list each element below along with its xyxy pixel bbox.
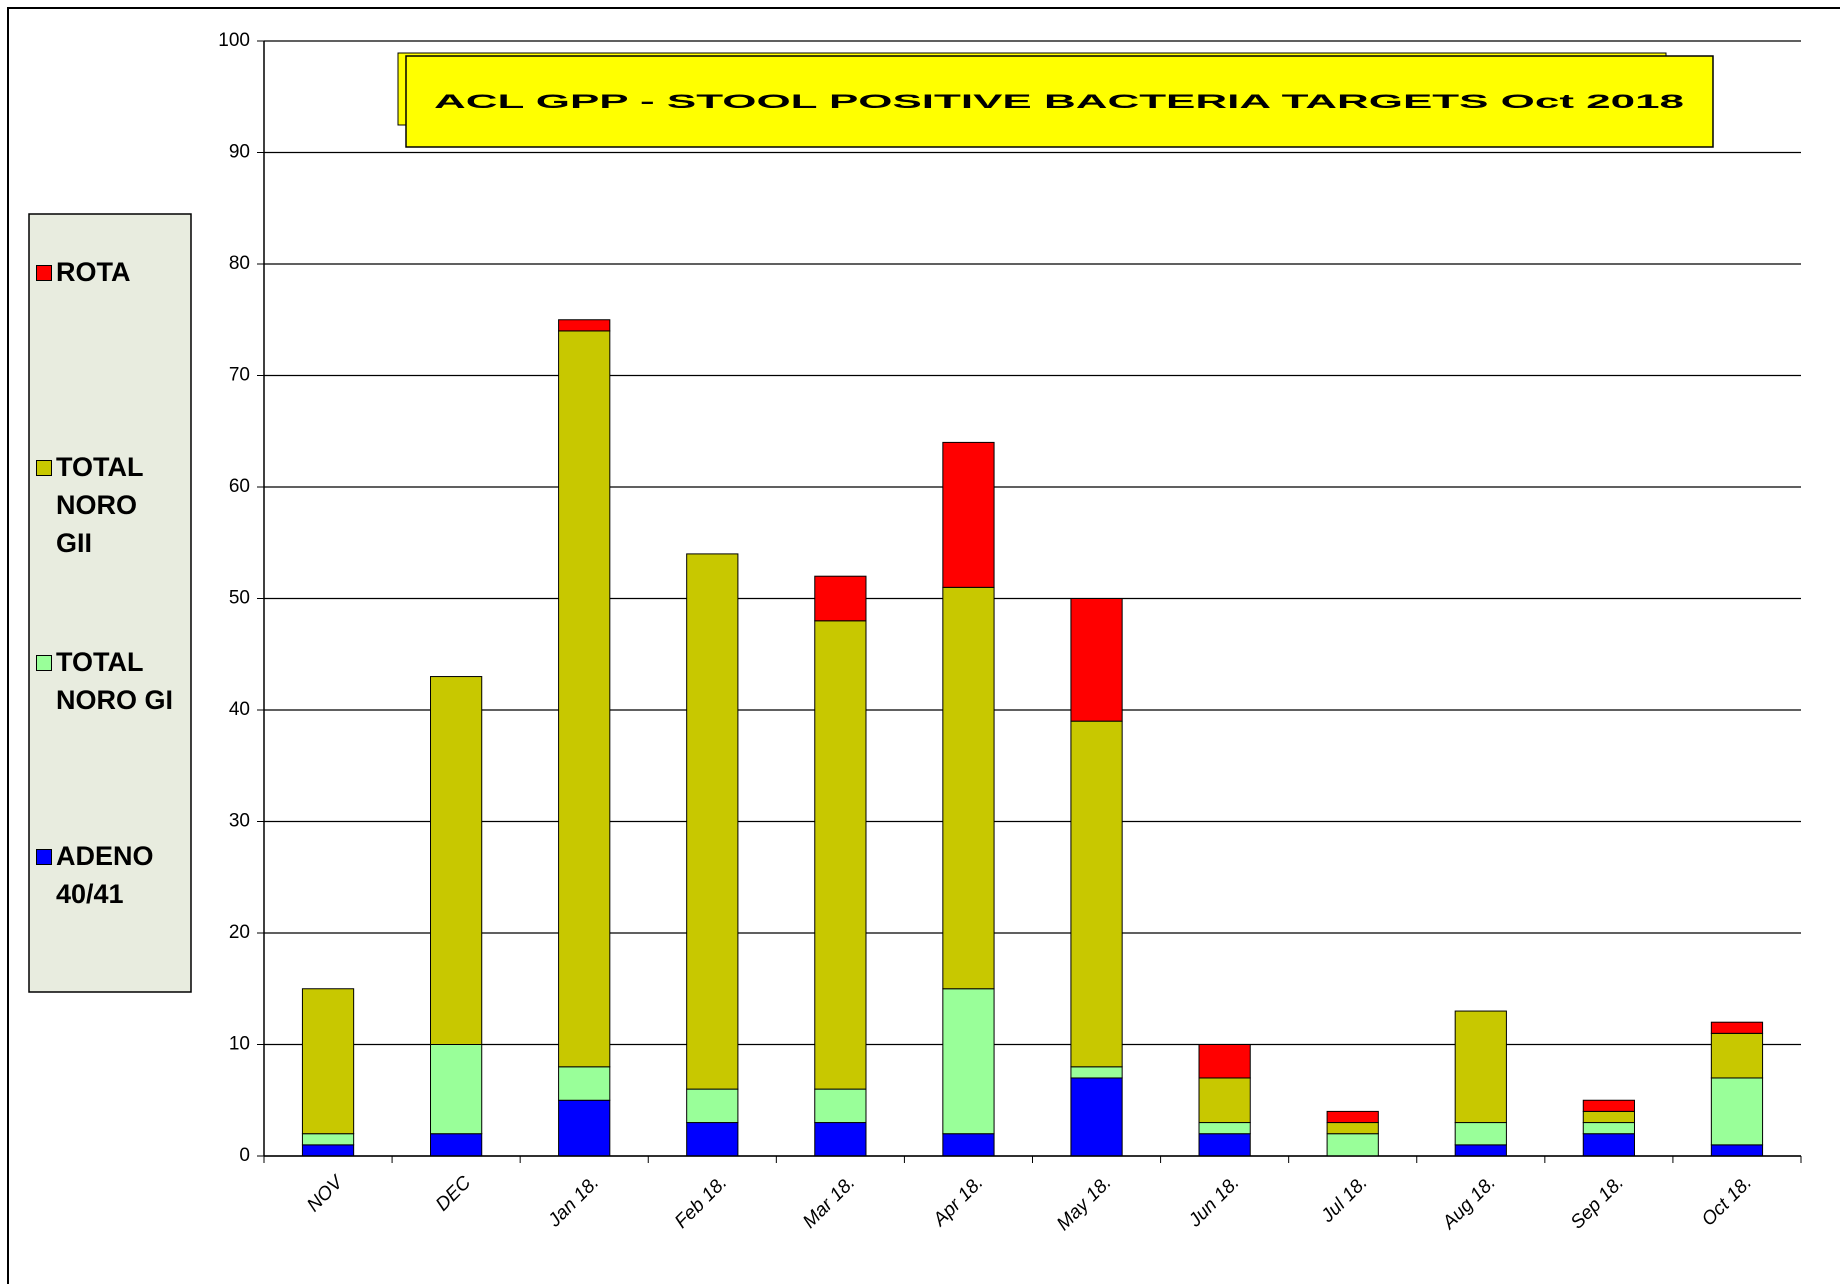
y-tick-label: 10 bbox=[229, 1034, 250, 1055]
bar-segment bbox=[430, 676, 483, 1045]
y-tick-label: 40 bbox=[229, 699, 250, 720]
legend-label: TOTAL NORO GII bbox=[56, 452, 143, 558]
legend-swatch bbox=[36, 655, 52, 671]
legend-item: TOTAL NORO GI bbox=[36, 643, 196, 719]
bar-segment bbox=[1582, 1099, 1635, 1112]
bar-segment bbox=[686, 1088, 739, 1124]
bar-segment bbox=[1710, 1032, 1764, 1079]
bar-segment bbox=[1454, 1122, 1507, 1146]
y-tick-label: 80 bbox=[229, 253, 250, 274]
x-tick-label: Sep 18. bbox=[1567, 1172, 1628, 1233]
bar-segment bbox=[1198, 1122, 1251, 1135]
frame bbox=[7, 7, 1840, 1284]
y-tick-label: 20 bbox=[229, 922, 250, 943]
bar-segment bbox=[686, 553, 739, 1090]
bar-segment bbox=[814, 620, 867, 1090]
legend-box bbox=[28, 213, 192, 993]
x-tick-label: Jun 18. bbox=[1184, 1172, 1244, 1232]
bar-segment bbox=[1582, 1110, 1635, 1124]
x-tick-label: Oct 18. bbox=[1698, 1172, 1756, 1230]
bar-segment bbox=[430, 1044, 483, 1135]
y-tick-label: 100 bbox=[218, 30, 250, 51]
bar-segment bbox=[558, 319, 611, 332]
bar-segment bbox=[558, 330, 611, 1068]
bar-segment bbox=[1326, 1110, 1379, 1124]
bar-segment bbox=[1454, 1144, 1507, 1157]
legend-swatch bbox=[36, 849, 52, 865]
bar-segment bbox=[1070, 598, 1123, 722]
legend-swatch bbox=[36, 265, 52, 281]
bar-segment bbox=[1710, 1077, 1764, 1146]
x-tick-label: Aug 18. bbox=[1438, 1172, 1500, 1234]
bar-segment bbox=[558, 1066, 611, 1101]
bar-segment bbox=[1326, 1133, 1379, 1157]
bar-segment bbox=[1454, 1010, 1507, 1124]
bar-segment bbox=[1198, 1044, 1251, 1079]
x-tick-label: DEC bbox=[432, 1172, 475, 1215]
y-tick-label: 0 bbox=[239, 1145, 250, 1166]
bar-segment bbox=[814, 575, 867, 622]
bar-segment bbox=[1582, 1122, 1635, 1135]
y-tick-label: 50 bbox=[229, 588, 250, 609]
legend-item: TOTAL NORO GII bbox=[36, 448, 196, 562]
bar-segment bbox=[1710, 1021, 1764, 1034]
bar-segment bbox=[942, 441, 995, 588]
legend-item: ADENO 40/41 bbox=[36, 837, 196, 913]
y-tick-label: 60 bbox=[229, 476, 250, 497]
legend-label: ROTA bbox=[56, 257, 131, 287]
bar-segment bbox=[301, 988, 355, 1135]
x-tick-label: Jan 18. bbox=[544, 1172, 604, 1232]
title-box bbox=[405, 55, 1714, 148]
bar-segment bbox=[942, 586, 995, 990]
bar-segment bbox=[1070, 720, 1123, 1068]
x-tick-label: NOV bbox=[303, 1171, 349, 1217]
bar-segment bbox=[942, 988, 995, 1135]
legend-item: ROTA bbox=[36, 253, 196, 291]
bar-segment bbox=[1710, 1144, 1764, 1157]
legend-label: ADENO 40/41 bbox=[56, 841, 154, 909]
bar-segment bbox=[1070, 1066, 1123, 1079]
bar-segment bbox=[814, 1088, 867, 1124]
bar-segment bbox=[1070, 1077, 1123, 1157]
y-tick-label: 70 bbox=[229, 365, 250, 386]
bar-segment bbox=[814, 1122, 867, 1157]
bar-segment bbox=[942, 1133, 995, 1157]
chart-title: ACL GPP - STOOL POSITIVE BACTERIA TARGET… bbox=[434, 92, 1684, 113]
x-tick-label: May 18. bbox=[1053, 1172, 1116, 1235]
x-tick-label: Mar 18. bbox=[799, 1172, 859, 1232]
y-tick-label: 90 bbox=[229, 142, 250, 163]
bar-segment bbox=[686, 1122, 739, 1157]
bar-segment bbox=[1198, 1133, 1251, 1157]
bar-segment bbox=[301, 1144, 355, 1157]
x-tick-label: Jul 18. bbox=[1317, 1172, 1372, 1227]
bar-segment bbox=[1582, 1133, 1635, 1157]
bar-segment bbox=[430, 1133, 483, 1157]
legend-swatch bbox=[36, 460, 52, 476]
bar-segment bbox=[1198, 1077, 1251, 1124]
y-tick-label: 30 bbox=[229, 811, 250, 832]
legend-label: TOTAL NORO GI bbox=[56, 647, 174, 715]
bar-segment bbox=[301, 1133, 355, 1146]
bar-segment bbox=[1326, 1122, 1379, 1135]
x-tick-label: Apr 18. bbox=[929, 1172, 988, 1231]
x-tick-label: Feb 18. bbox=[671, 1172, 731, 1232]
bar-segment bbox=[558, 1099, 611, 1157]
